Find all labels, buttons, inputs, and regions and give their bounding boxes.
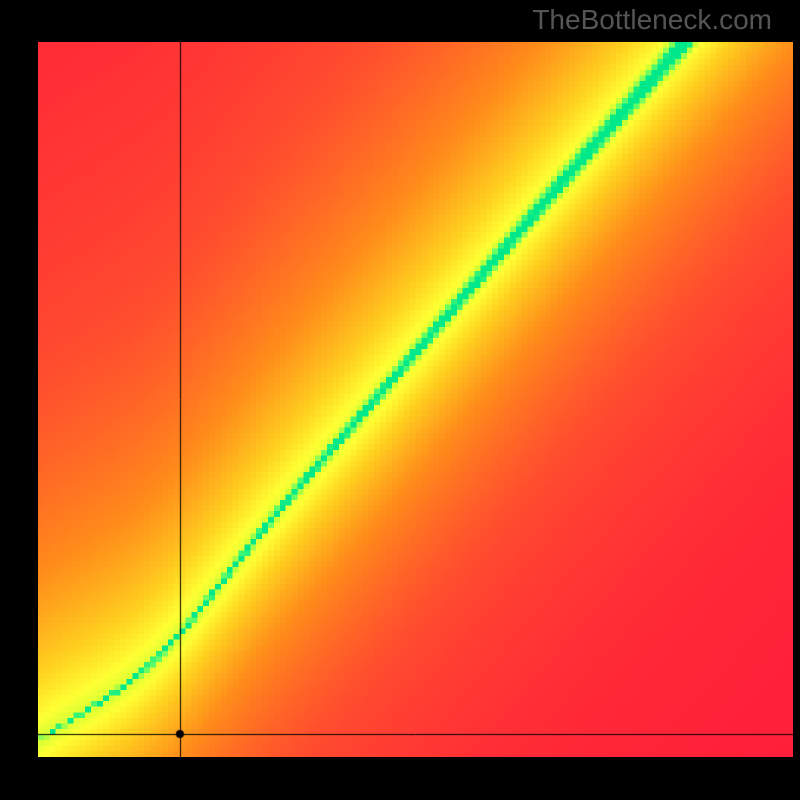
watermark-text: TheBottleneck.com <box>532 4 772 36</box>
crosshair-overlay <box>38 42 793 757</box>
chart-container: TheBottleneck.com <box>0 0 800 800</box>
